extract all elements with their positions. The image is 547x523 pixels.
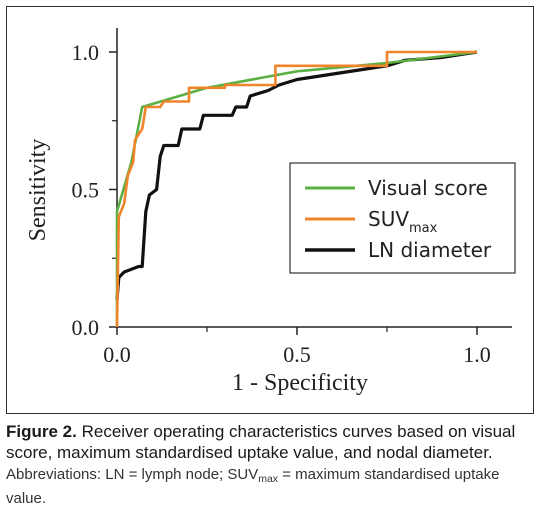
caption-text: Receiver operating characteristics curve… [6,422,516,462]
abbrev-suffix: = maximum standardised uptake value. [6,466,500,507]
legend-label-text: Visual score [368,176,488,200]
abbrev-sub: max [258,473,279,485]
legend-label-text: LN diameter [368,238,492,262]
series-line-0 [115,50,478,327]
abbrev-prefix: Abbreviations: LN = lymph node; SUV [6,466,259,483]
caption-label: Figure 2. [6,422,77,441]
figure-caption: Figure 2. Receiver operating characteris… [6,421,538,508]
y-axis-label: Sensitivity [25,139,51,242]
y-tick-label: 0.0 [72,315,100,340]
caption-abbreviations: Abbreviations: LN = lymph node; SUVmax =… [6,465,538,508]
roc-chart: 0.0 0.5 1.0 0.0 0.5 1.0 1 - Specificity Sensi… [25,28,516,396]
series-lines [115,50,478,328]
caption-main: Figure 2. Receiver operating characteris… [6,421,538,463]
legend-label-text: SUV [368,207,409,231]
x-axis-label: 1 - Specificity [232,370,368,396]
y-tick-label: 1.0 [72,40,100,65]
legend-label: SUVmax [368,207,438,236]
legend-label: Visual score [368,176,488,200]
y-tick-label: 0.5 [72,178,100,203]
x-tick-label: 0.0 [103,342,131,367]
series-line-1 [115,50,477,328]
x-tick-label: 1.0 [463,342,491,367]
legend-label: LN diameter [368,238,492,262]
series-line-2 [115,50,478,300]
x-tick-label: 0.5 [283,342,311,367]
ticks: 0.0 0.5 1.0 0.0 0.5 1.0 [72,40,491,367]
legend-label-sub: max [409,221,438,236]
